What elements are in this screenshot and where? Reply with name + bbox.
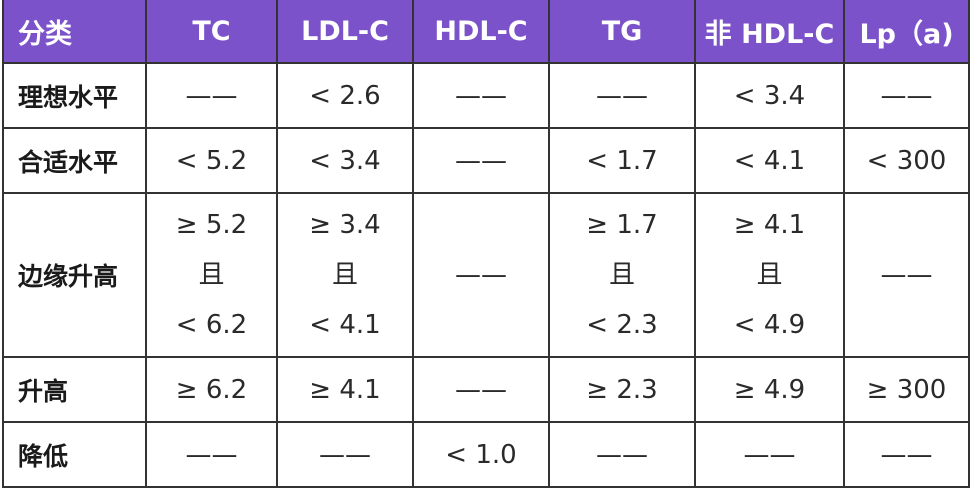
header-tg: TG <box>548 0 696 64</box>
cell-value: —— <box>455 145 507 176</box>
table-body: 理想水平 —— < 2.6 —— —— < 3.4 —— 合适水平 < 5.2 < 3.4 —— < … <box>2 62 970 488</box>
cell-value: —— <box>455 260 507 290</box>
cell-value: —— <box>880 439 933 470</box>
header-lp-a: Lp（a) <box>843 0 970 64</box>
cell-line: < 4.9 <box>733 310 806 340</box>
header-row: 分类 TC LDL-C HDL-C TG 非 HDL-C Lp（a) <box>2 0 970 64</box>
cell-value: —— <box>319 439 371 470</box>
row-category: 边缘升高 <box>2 192 147 358</box>
row-category: 合适水平 <box>2 127 147 194</box>
cell-ldl-c: < 2.6 <box>276 62 414 129</box>
cell-line: ≥ 1.7 <box>586 210 658 240</box>
cell-hdl-c: < 1.0 <box>412 421 550 488</box>
cell-lp-a: —— <box>843 421 970 488</box>
cell-tc: ≥ 5.2 且 < 6.2 <box>145 192 278 358</box>
row-category: 升高 <box>2 356 147 423</box>
header-non-hdl-c: 非 HDL-C <box>694 0 845 64</box>
cell-line: 且 <box>331 260 358 290</box>
table-row: 降低 —— —— < 1.0 —— —— —— <box>2 421 970 488</box>
cell-value: —— <box>455 374 507 405</box>
cell-line: 且 <box>198 260 225 290</box>
cell-lp-a: < 300 <box>843 127 970 194</box>
cell-tg: ≥ 2.3 <box>548 356 696 423</box>
cell-lp-a: ≥ 300 <box>843 356 970 423</box>
header-category: 分类 <box>2 0 147 64</box>
cell-range-stack: ≥ 5.2 且 < 6.2 <box>147 200 276 350</box>
table-row: 合适水平 < 5.2 < 3.4 —— < 1.7 < 4.1 < 300 <box>2 127 970 194</box>
cell-line: < 2.3 <box>586 310 658 340</box>
cell-value: ≥ 6.2 <box>175 374 248 405</box>
header-hdl-c: HDL-C <box>412 0 550 64</box>
cell-range-stack: ≥ 1.7 且 < 2.3 <box>550 200 694 350</box>
cell-tc: —— <box>145 421 278 488</box>
table-header: 分类 TC LDL-C HDL-C TG 非 HDL-C Lp（a) <box>2 0 970 64</box>
cell-range-stack: ≥ 4.1 且 < 4.9 <box>696 200 843 350</box>
cell-value: < 5.2 <box>175 145 248 176</box>
cell-non-hdl-c: —— <box>694 421 845 488</box>
cell-ldl-c: —— <box>276 421 414 488</box>
cell-tc: ≥ 6.2 <box>145 356 278 423</box>
cell-lp-a: —— <box>843 192 970 358</box>
cell-value: ≥ 300 <box>866 374 947 405</box>
cell-line: ≥ 3.4 <box>309 210 381 240</box>
cell-non-hdl-c: < 3.4 <box>694 62 845 129</box>
cell-range-stack: ≥ 3.4 且 < 4.1 <box>278 200 412 350</box>
cell-non-hdl-c: ≥ 4.1 且 < 4.9 <box>694 192 845 358</box>
table-row: 理想水平 —— < 2.6 —— —— < 3.4 —— <box>2 62 970 129</box>
header-ldl-c: LDL-C <box>276 0 414 64</box>
cell-line: < 4.1 <box>309 310 381 340</box>
cell-ldl-c: ≥ 4.1 <box>276 356 414 423</box>
cell-tc: —— <box>145 62 278 129</box>
header-tc: TC <box>145 0 278 64</box>
cell-line: ≥ 4.1 <box>733 210 806 240</box>
cell-hdl-c: —— <box>412 62 550 129</box>
cell-tg: —— <box>548 62 696 129</box>
cell-ldl-c: ≥ 3.4 且 < 4.1 <box>276 192 414 358</box>
table-row: 边缘升高 ≥ 5.2 且 < 6.2 ≥ 3.4 且 < 4.1 —— ≥ 1.7 且 < 2.3 ≥… <box>2 192 970 358</box>
cell-value: < 3.4 <box>309 145 381 176</box>
cell-value: —— <box>880 260 933 290</box>
cell-value: < 300 <box>866 145 947 176</box>
cell-line: ≥ 5.2 <box>175 210 248 240</box>
cell-value: —— <box>880 80 933 111</box>
cell-value: —— <box>455 80 507 111</box>
cell-hdl-c: —— <box>412 127 550 194</box>
cell-lp-a: —— <box>843 62 970 129</box>
cell-value: < 3.4 <box>733 80 806 111</box>
table-row: 升高 ≥ 6.2 ≥ 4.1 —— ≥ 2.3 ≥ 4.9 ≥ 300 <box>2 356 970 423</box>
cell-tg: ≥ 1.7 且 < 2.3 <box>548 192 696 358</box>
cell-line: 且 <box>756 260 783 290</box>
cell-value: < 4.1 <box>733 145 806 176</box>
cell-non-hdl-c: < 4.1 <box>694 127 845 194</box>
cell-ldl-c: < 3.4 <box>276 127 414 194</box>
row-category: 理想水平 <box>2 62 147 129</box>
lipid-classification-table: 分类 TC LDL-C HDL-C TG 非 HDL-C Lp（a) 理想水平 —… <box>2 0 970 488</box>
cell-tg: < 1.7 <box>548 127 696 194</box>
cell-value: ≥ 4.1 <box>309 374 381 405</box>
cell-line: < 6.2 <box>175 310 248 340</box>
cell-value: < 1.7 <box>586 145 658 176</box>
cell-value: < 2.6 <box>309 80 381 111</box>
cell-line: 且 <box>608 260 635 290</box>
cell-hdl-c: —— <box>412 356 550 423</box>
cell-value: —— <box>596 439 648 470</box>
row-category: 降低 <box>2 421 147 488</box>
cell-tg: —— <box>548 421 696 488</box>
cell-value: ≥ 4.9 <box>733 374 806 405</box>
cell-value: —— <box>743 439 796 470</box>
cell-value: ≥ 2.3 <box>586 374 658 405</box>
cell-value: —— <box>185 439 238 470</box>
cell-tc: < 5.2 <box>145 127 278 194</box>
cell-value: < 1.0 <box>445 439 517 470</box>
cell-value: —— <box>596 80 648 111</box>
cell-value: —— <box>185 80 238 111</box>
cell-hdl-c: —— <box>412 192 550 358</box>
cell-non-hdl-c: ≥ 4.9 <box>694 356 845 423</box>
